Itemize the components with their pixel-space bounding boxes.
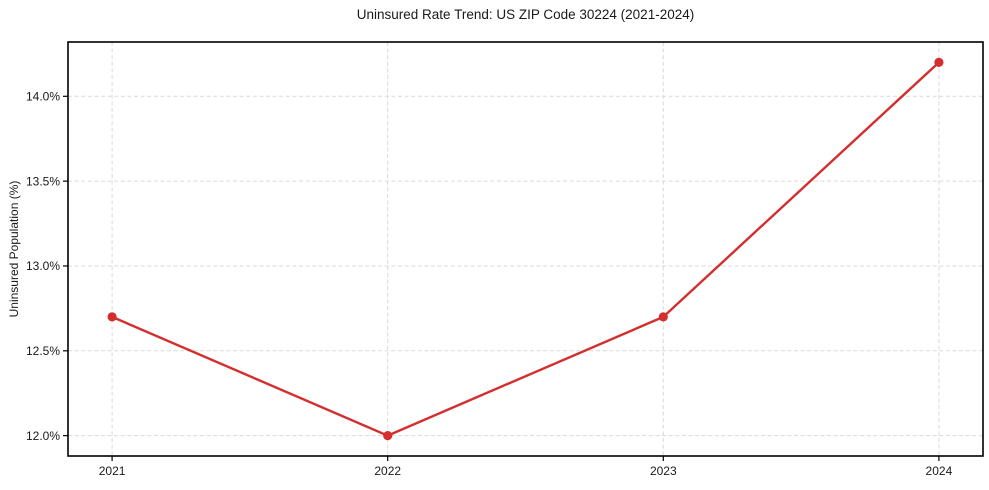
data-point-marker xyxy=(107,312,117,322)
data-point-marker xyxy=(658,312,668,322)
x-tick-label: 2024 xyxy=(926,464,953,478)
x-tick-label: 2021 xyxy=(99,464,126,478)
data-point-marker xyxy=(934,57,944,67)
chart-title: Uninsured Rate Trend: US ZIP Code 30224 … xyxy=(356,7,695,22)
x-tick-label: 2023 xyxy=(650,464,677,478)
y-tick-label: 12.0% xyxy=(26,429,60,443)
y-tick-label: 14.0% xyxy=(26,89,60,103)
data-point-marker xyxy=(383,431,393,441)
x-tick-label: 2022 xyxy=(374,464,401,478)
plot-border xyxy=(67,41,984,457)
data-line xyxy=(110,61,941,437)
plot-area xyxy=(68,42,983,456)
y-tick-label: 12.5% xyxy=(26,344,60,358)
y-tick-label: 13.5% xyxy=(26,174,60,188)
y-tick-label: 13.0% xyxy=(26,259,60,273)
